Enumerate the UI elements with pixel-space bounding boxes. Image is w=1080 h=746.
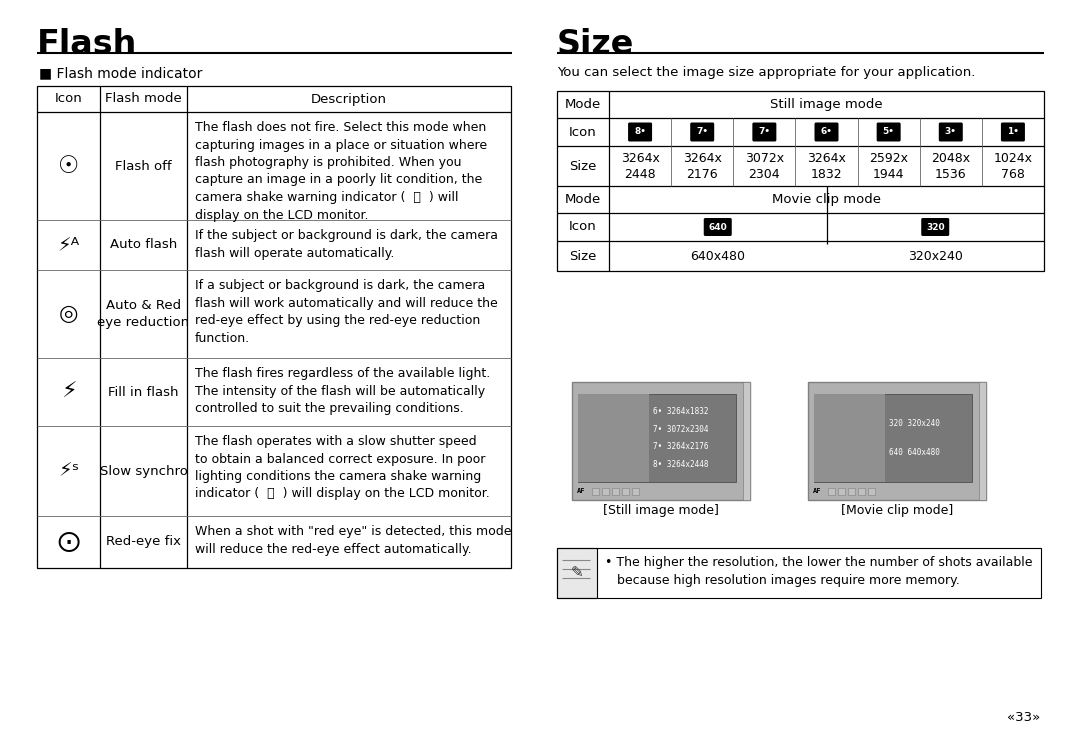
Text: [Movie clip mode]: [Movie clip mode] — [841, 504, 954, 517]
FancyBboxPatch shape — [939, 122, 962, 142]
Bar — [814, 394, 972, 482]
Text: 7•: 7• — [697, 128, 708, 137]
Text: The flash fires regardless of the available light.
The intensity of the flash wi: The flash fires regardless of the availa… — [195, 367, 490, 415]
Text: Movie clip mode: Movie clip mode — [772, 193, 881, 206]
Bar — [838, 488, 845, 495]
Text: 7•: 7• — [758, 128, 770, 137]
Text: 320: 320 — [926, 222, 945, 231]
Text: The flash operates with a slow shutter speed
to obtain a balanced correct exposu: The flash operates with a slow shutter s… — [195, 435, 489, 501]
Text: 8•: 8• — [634, 128, 646, 137]
Text: If the subject or background is dark, the camera
flash will operate automaticall: If the subject or background is dark, th… — [195, 229, 498, 260]
Text: 3072x
2304: 3072x 2304 — [745, 151, 784, 181]
Text: 640x480: 640x480 — [690, 249, 745, 263]
Text: 3264x
2176: 3264x 2176 — [683, 151, 721, 181]
Bar — [592, 488, 599, 495]
Bar — [808, 382, 986, 500]
Text: [Still image mode]: [Still image mode] — [603, 504, 719, 517]
Text: ✎: ✎ — [570, 565, 583, 580]
Bar — [578, 394, 735, 482]
Bar — [578, 394, 649, 482]
Text: AF: AF — [813, 488, 822, 494]
Text: 7• 3072x2304: 7• 3072x2304 — [653, 424, 708, 433]
Text: ⚡ˢ: ⚡ˢ — [58, 462, 79, 480]
Text: Size: Size — [569, 160, 596, 172]
Bar — [557, 548, 597, 598]
Text: The flash does not fire. Select this mode when
capturing images in a place or si: The flash does not fire. Select this mod… — [195, 121, 487, 222]
Bar — [612, 488, 619, 495]
Text: 2592x
1944: 2592x 1944 — [869, 151, 908, 181]
Text: 1024x
768: 1024x 768 — [994, 151, 1032, 181]
Text: 320 320x240: 320 320x240 — [889, 419, 940, 428]
Text: 1•: 1• — [1007, 128, 1018, 137]
Text: Size: Size — [569, 249, 596, 263]
Text: 8• 3264x2448: 8• 3264x2448 — [653, 460, 708, 469]
Text: 6•: 6• — [821, 128, 833, 137]
Text: ■ Flash mode indicator: ■ Flash mode indicator — [39, 66, 202, 80]
Bar — [978, 382, 986, 500]
Text: ⚡: ⚡ — [60, 382, 77, 402]
Text: Icon: Icon — [55, 93, 82, 105]
Text: 320x240: 320x240 — [908, 249, 962, 263]
Text: AF: AF — [577, 488, 585, 494]
Bar — [868, 488, 875, 495]
Text: If a subject or background is dark, the camera
flash will work automatically and: If a subject or background is dark, the … — [195, 279, 498, 345]
Bar — [37, 86, 511, 568]
Text: Mode: Mode — [565, 193, 602, 206]
Text: Red-eye fix: Red-eye fix — [106, 536, 181, 548]
Text: ⚡ᴬ: ⚡ᴬ — [57, 236, 80, 254]
FancyBboxPatch shape — [690, 122, 714, 142]
Bar — [572, 382, 750, 500]
Bar — [848, 488, 855, 495]
Text: 5•: 5• — [882, 128, 894, 137]
Text: 3•: 3• — [945, 128, 957, 137]
FancyBboxPatch shape — [921, 218, 949, 236]
Bar — [632, 488, 639, 495]
Text: Description: Description — [311, 93, 387, 105]
Text: Icon: Icon — [569, 221, 597, 233]
Text: Flash off: Flash off — [116, 160, 172, 172]
Text: Auto flash: Auto flash — [110, 239, 177, 251]
Text: 640: 640 — [708, 222, 727, 231]
Text: ◎: ◎ — [58, 304, 78, 324]
Bar — [828, 488, 835, 495]
Bar — [858, 488, 865, 495]
Bar — [557, 91, 1044, 271]
Text: Still image mode: Still image mode — [770, 98, 882, 111]
Text: • The higher the resolution, the lower the number of shots available
   because : • The higher the resolution, the lower t… — [605, 556, 1032, 587]
FancyBboxPatch shape — [629, 122, 652, 142]
Text: ☉: ☉ — [58, 154, 79, 178]
Text: Fill in flash: Fill in flash — [108, 386, 179, 398]
Text: 3264x
2448: 3264x 2448 — [621, 151, 660, 181]
Text: Flash mode: Flash mode — [105, 93, 181, 105]
Bar — [814, 394, 886, 482]
Bar — [602, 488, 609, 495]
Bar — [622, 488, 629, 495]
Bar — [557, 548, 1041, 598]
FancyBboxPatch shape — [877, 122, 901, 142]
Text: Size: Size — [557, 28, 634, 61]
Text: «33»: «33» — [1007, 711, 1040, 724]
Text: 3264x
1832: 3264x 1832 — [807, 151, 846, 181]
FancyBboxPatch shape — [704, 218, 732, 236]
Text: Icon: Icon — [569, 125, 597, 139]
Text: 2048x
1536: 2048x 1536 — [931, 151, 970, 181]
Text: Auto & Red
eye reduction: Auto & Red eye reduction — [97, 299, 190, 329]
Text: Slow synchro: Slow synchro — [99, 465, 188, 477]
Text: You can select the image size appropriate for your application.: You can select the image size appropriat… — [557, 66, 975, 79]
FancyBboxPatch shape — [753, 122, 777, 142]
Text: When a shot with "red eye" is detected, this mode
will reduce the red-eye effect: When a shot with "red eye" is detected, … — [195, 525, 512, 556]
Text: ⨀: ⨀ — [57, 532, 80, 552]
FancyBboxPatch shape — [814, 122, 838, 142]
Text: Flash: Flash — [37, 28, 137, 61]
Text: 640 640x480: 640 640x480 — [889, 448, 940, 457]
Bar — [743, 382, 750, 500]
Text: Mode: Mode — [565, 98, 602, 111]
FancyBboxPatch shape — [1001, 122, 1025, 142]
Text: 7• 3264x2176: 7• 3264x2176 — [653, 442, 708, 451]
Text: 6• 3264x1832: 6• 3264x1832 — [653, 407, 708, 416]
